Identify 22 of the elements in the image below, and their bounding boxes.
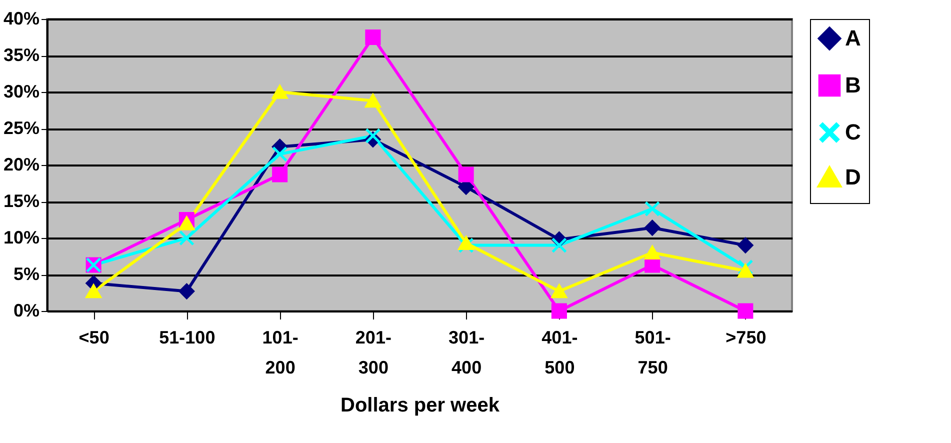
legend-label: A (845, 26, 861, 50)
x-tick-label: 501- 750 (634, 328, 671, 378)
y-tick-label: 40% (3, 8, 40, 28)
legend-label: C (845, 120, 861, 144)
y-tick-label: 15% (3, 191, 40, 211)
legend-label: B (845, 72, 861, 98)
y-tick-label: 10% (3, 228, 40, 248)
y-tick-label: 35% (3, 45, 40, 65)
x-axis-title: Dollars per week (340, 394, 500, 416)
legend-label: D (845, 164, 861, 190)
x-tick-label: >750 (726, 328, 766, 348)
y-tick-label: 30% (3, 82, 40, 102)
y-tick-label: 20% (3, 154, 40, 174)
y-tick-label: 5% (13, 264, 40, 284)
x-tick-label: 401- 500 (542, 328, 578, 378)
x-tick-label: 301- 400 (448, 328, 485, 378)
y-tick-label: 25% (3, 118, 40, 138)
x-tick-label: 51-100 (159, 328, 216, 348)
x-tick-label: 101- 200 (262, 328, 298, 378)
x-tick-label: <50 (78, 328, 110, 348)
y-tick-label: 0% (13, 300, 40, 320)
x-tick-label: 201- 300 (355, 328, 392, 378)
